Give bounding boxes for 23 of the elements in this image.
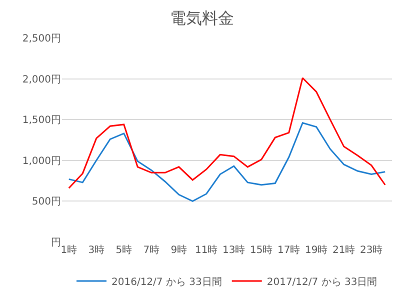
x-tick-label: 11時 [195, 244, 218, 256]
y-tick-label: 2,000円 [22, 74, 61, 86]
x-tick-label: 9時 [170, 244, 188, 256]
x-tick-label: 5時 [116, 244, 132, 256]
x-tick-label: 15時 [250, 244, 273, 256]
x-tick-label: 17時 [278, 244, 300, 256]
x-tick-label: 1時 [60, 244, 78, 256]
line-series [68, 77, 386, 189]
y-tick-label: 1,000円 [22, 156, 61, 167]
x-tick-label: 7時 [143, 244, 160, 256]
x-tick-label: 13時 [222, 244, 246, 256]
x-tick-label: 23時 [360, 244, 383, 256]
y-tick-label: 1,500円 [22, 115, 61, 126]
x-tick-label: 19時 [305, 244, 328, 256]
x-tick-label: 21時 [332, 244, 356, 256]
legend-label: 2016/12/7 から 33日間 [112, 276, 222, 288]
legend-label: 2017/12/7 から 33日間 [266, 276, 378, 288]
y-tick-label: 2,500円 [22, 34, 61, 44]
chart-title: 電気料金 [170, 8, 234, 28]
y-tick-label: 円 [51, 238, 61, 248]
x-tick-label: 3時 [88, 244, 105, 256]
line-series [68, 122, 386, 202]
y-tick-label: 500円 [32, 196, 61, 208]
